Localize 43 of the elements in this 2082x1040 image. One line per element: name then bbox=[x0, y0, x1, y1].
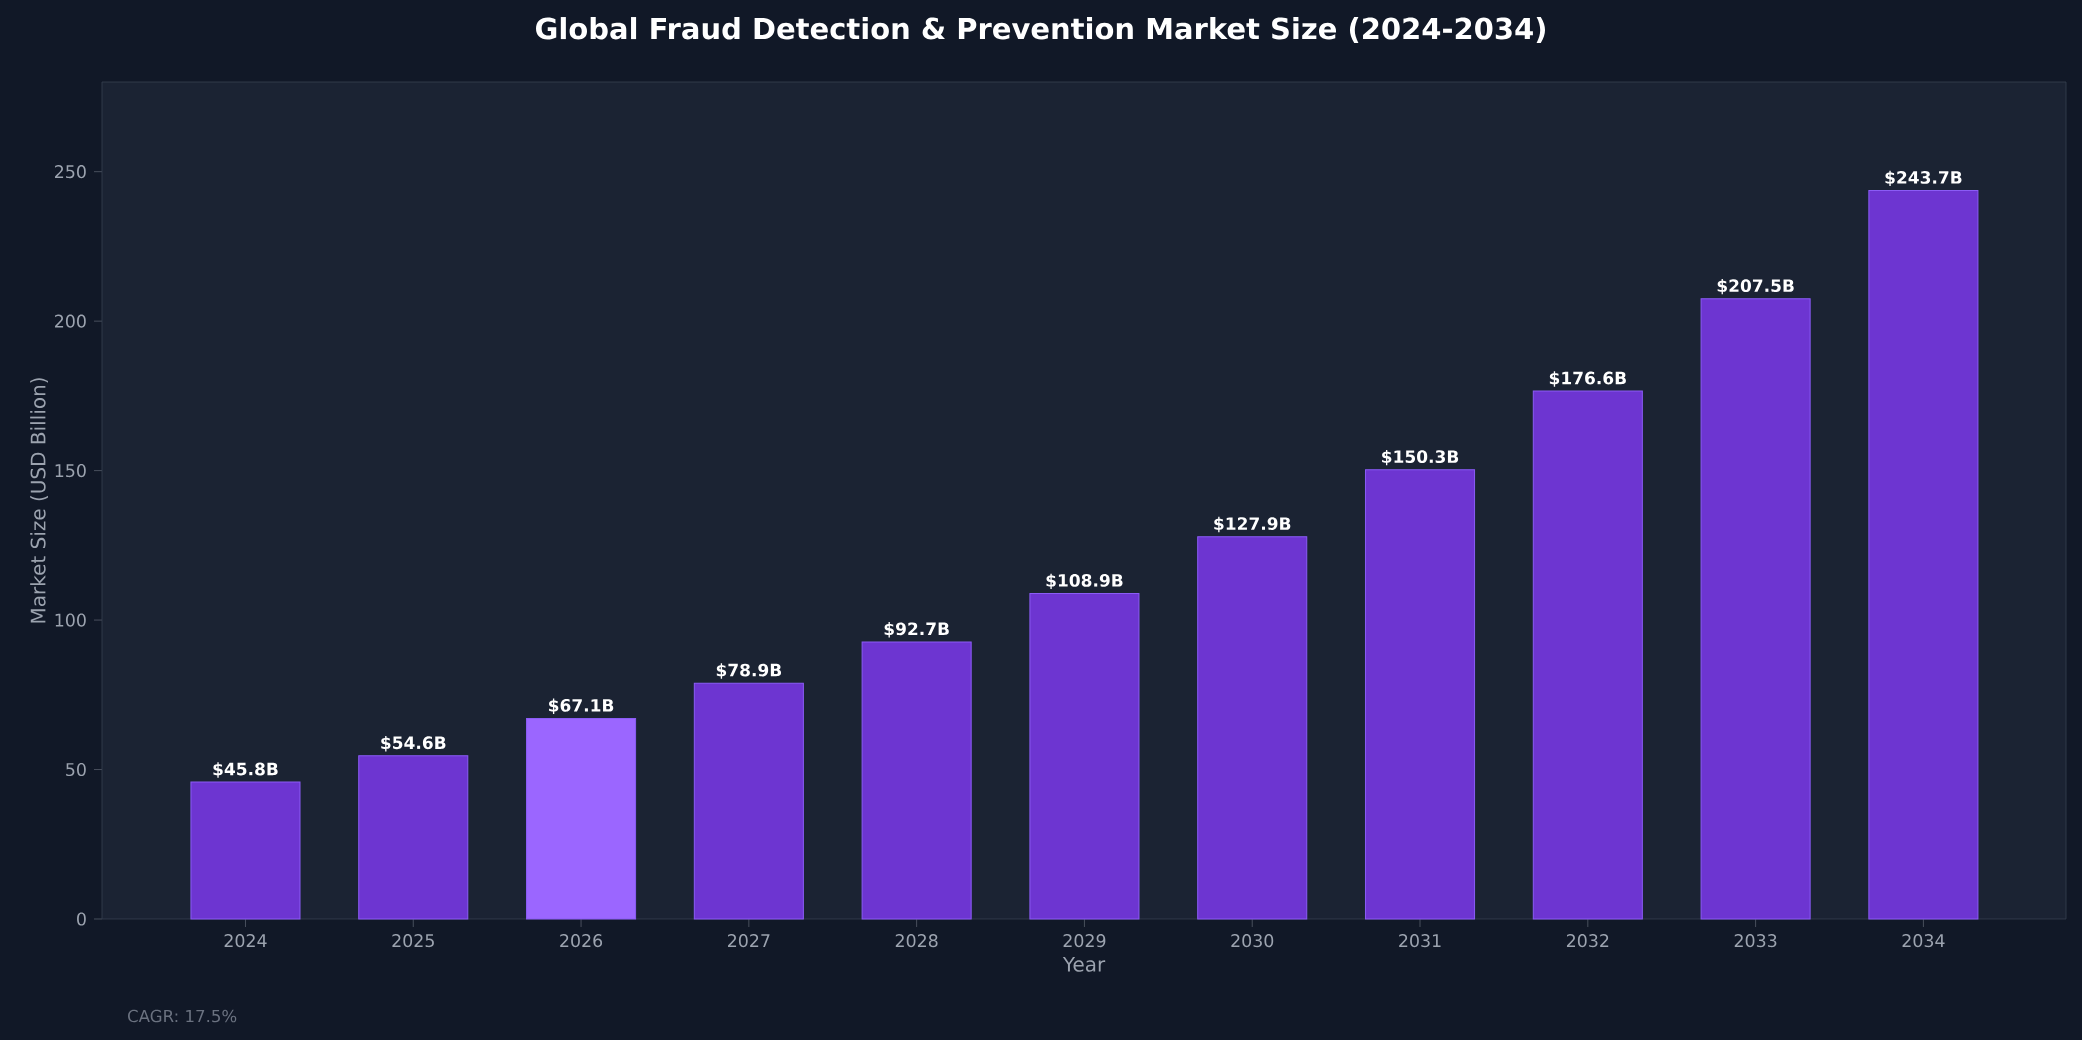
data-label: $108.9B bbox=[1046, 573, 1123, 590]
x-tick-label: 2032 bbox=[1566, 934, 1609, 948]
data-label: $67.1B bbox=[549, 698, 614, 715]
data-label: $127.9B bbox=[1214, 516, 1291, 533]
data-label: $176.6B bbox=[1549, 371, 1626, 387]
x-axis-title: Year bbox=[1062, 956, 1106, 972]
bar bbox=[1532, 390, 1643, 920]
x-tick-label: 2028 bbox=[895, 934, 938, 948]
x-tick-label: 2033 bbox=[1734, 934, 1777, 948]
bar bbox=[526, 717, 637, 920]
y-axis-title: Market Size (USD Billion) bbox=[30, 378, 48, 623]
bar bbox=[1197, 536, 1308, 920]
bar bbox=[358, 755, 469, 920]
data-label: $45.8B bbox=[213, 762, 278, 778]
data-label: $243.7B bbox=[1885, 170, 1962, 187]
bar bbox=[1029, 592, 1140, 920]
bar bbox=[693, 682, 804, 920]
bar bbox=[1364, 469, 1476, 920]
x-tick-label: 2031 bbox=[1399, 934, 1441, 948]
bar bbox=[1700, 298, 1811, 920]
x-tick-label: 2025 bbox=[392, 934, 434, 948]
text: CAGR: 17.5% bbox=[128, 1009, 237, 1023]
y-tick-label: 150 bbox=[55, 464, 86, 478]
y-tick-label: 250 bbox=[55, 165, 86, 179]
y-tick-label: 100 bbox=[55, 613, 86, 627]
x-tick-label: 2026 bbox=[560, 934, 603, 948]
x-tick-label: 2034 bbox=[1902, 934, 1945, 948]
y-tick-label: 50 bbox=[66, 762, 86, 777]
bar bbox=[1868, 190, 1979, 920]
bar bbox=[861, 641, 972, 920]
x-tick-label: 2027 bbox=[727, 934, 770, 948]
y-tick-label: 0 bbox=[77, 912, 86, 926]
data-label: $92.7B bbox=[884, 622, 949, 638]
data-label: $78.9B bbox=[716, 663, 782, 679]
x-tick-label: 2030 bbox=[1231, 934, 1274, 948]
x-tick-label: 2024 bbox=[224, 934, 267, 948]
bar bbox=[190, 781, 301, 920]
chart-title: Global Fraud Detection & Prevention Market Size (2024-2034) bbox=[536, 17, 1545, 43]
data-label: $150.3B bbox=[1382, 449, 1459, 466]
data-label: $54.6B bbox=[381, 735, 446, 752]
data-label: $207.5B bbox=[1717, 278, 1794, 295]
x-tick-label: 2029 bbox=[1063, 934, 1106, 948]
y-tick-label: 200 bbox=[55, 314, 86, 328]
